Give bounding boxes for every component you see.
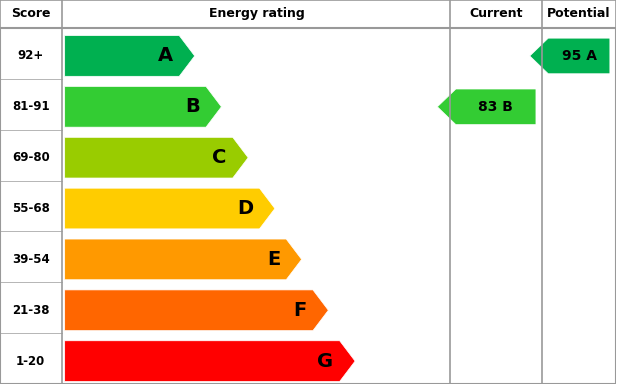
Polygon shape (64, 86, 222, 127)
Text: D: D (237, 199, 253, 218)
Text: 69-80: 69-80 (12, 151, 50, 164)
Text: C: C (212, 148, 227, 167)
Text: 92+: 92+ (18, 50, 44, 63)
Text: Potential: Potential (547, 7, 611, 20)
Text: 1-20: 1-20 (16, 354, 45, 367)
Text: A: A (158, 46, 173, 65)
Polygon shape (64, 341, 355, 381)
Polygon shape (64, 239, 301, 280)
Text: 95 A: 95 A (561, 49, 597, 63)
Polygon shape (64, 188, 275, 229)
Text: E: E (267, 250, 280, 269)
Text: 21-38: 21-38 (12, 304, 50, 317)
Text: F: F (293, 301, 307, 320)
Text: 39-54: 39-54 (12, 253, 50, 266)
Text: G: G (318, 352, 334, 371)
Polygon shape (530, 38, 610, 74)
Text: Energy rating: Energy rating (209, 7, 305, 20)
Text: Score: Score (11, 7, 51, 20)
Polygon shape (64, 36, 194, 76)
Polygon shape (64, 137, 248, 178)
Text: 81-91: 81-91 (12, 100, 50, 113)
Polygon shape (438, 89, 536, 125)
Text: 83 B: 83 B (478, 100, 513, 114)
Polygon shape (64, 290, 328, 331)
Text: 55-68: 55-68 (12, 202, 50, 215)
Text: B: B (185, 97, 200, 116)
Text: Current: Current (469, 7, 522, 20)
